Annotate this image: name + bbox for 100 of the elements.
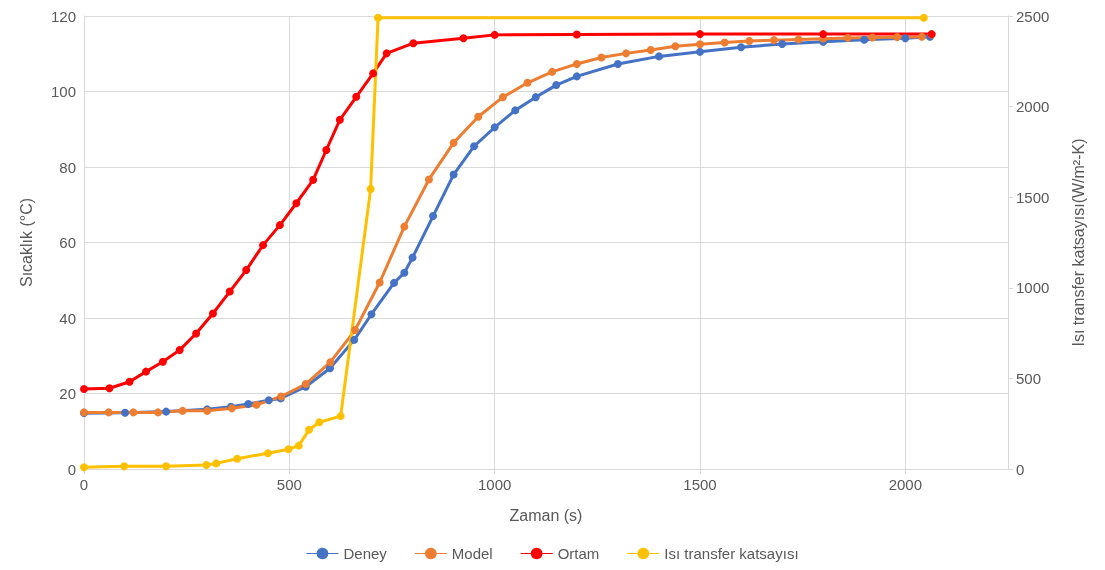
point — [696, 30, 704, 39]
legend-label: Deney — [343, 545, 388, 562]
legend-label: Model — [451, 545, 493, 562]
point — [794, 35, 803, 44]
point — [498, 93, 507, 102]
point — [120, 462, 129, 471]
point — [142, 367, 151, 376]
point — [264, 396, 273, 405]
y-tick-label: 20 — [59, 385, 76, 402]
point — [233, 454, 242, 463]
point — [374, 13, 383, 22]
y-axis-title: Sıcaklık (°C) — [17, 197, 35, 288]
point — [350, 335, 359, 344]
point — [646, 45, 655, 54]
point — [335, 115, 344, 124]
point — [449, 170, 458, 179]
point — [275, 221, 284, 230]
point — [470, 142, 479, 151]
point — [175, 346, 184, 355]
point — [105, 384, 114, 393]
y-tick-label: 100 — [50, 83, 76, 100]
y2-tick-label: 1000 — [1016, 279, 1050, 297]
y2-tick-label: 0 — [1016, 460, 1025, 478]
point — [654, 52, 663, 61]
point — [901, 34, 910, 43]
point — [208, 309, 217, 318]
point — [326, 358, 335, 367]
y2-tick-label: 2000 — [1016, 98, 1050, 116]
point — [162, 407, 171, 416]
point — [309, 175, 318, 184]
point — [737, 43, 746, 52]
y2-axis-title: Isı transfer katsayısı(W/m²-K) — [1069, 138, 1087, 347]
point — [305, 425, 314, 434]
point — [336, 412, 345, 421]
point — [613, 59, 622, 68]
point — [390, 278, 399, 287]
point — [212, 459, 221, 468]
y2-tick-label: 1500 — [1016, 188, 1050, 206]
point — [696, 40, 704, 49]
point — [242, 266, 251, 275]
point — [572, 30, 581, 39]
point — [919, 13, 928, 22]
point — [459, 34, 468, 43]
point — [671, 42, 680, 51]
point — [769, 36, 778, 45]
point — [80, 463, 88, 472]
y-tick-label: 80 — [59, 158, 76, 176]
point — [408, 253, 417, 262]
y2-tick-label: 2500 — [1016, 7, 1050, 25]
point — [158, 357, 167, 366]
point — [490, 30, 499, 39]
point — [409, 39, 418, 48]
x-tick-label: 0 — [79, 476, 89, 493]
point — [531, 93, 540, 102]
point — [351, 326, 360, 335]
point — [819, 30, 828, 39]
point — [153, 408, 162, 417]
point — [400, 268, 409, 277]
point — [720, 38, 729, 47]
point — [162, 462, 171, 471]
legend-label: Isı transfer katsayısı — [664, 545, 799, 562]
point — [104, 408, 113, 417]
y-tick-label: 40 — [59, 309, 76, 327]
point — [424, 175, 433, 184]
point — [778, 39, 787, 48]
point — [511, 106, 520, 115]
legend-label: Ortam — [557, 545, 600, 562]
point — [292, 199, 301, 208]
point — [315, 418, 324, 427]
point — [367, 310, 376, 319]
point — [622, 49, 631, 58]
point — [192, 329, 201, 338]
point — [263, 449, 272, 458]
point — [294, 441, 303, 450]
point — [352, 92, 361, 101]
x-tick-label: 1500 — [683, 476, 717, 493]
point — [252, 400, 261, 409]
point — [572, 72, 581, 81]
y2-tick-label: 500 — [1016, 369, 1042, 387]
point — [868, 33, 877, 42]
point — [80, 384, 88, 393]
point — [202, 461, 211, 470]
point — [917, 32, 926, 41]
point — [121, 408, 130, 417]
point — [382, 49, 391, 58]
point — [893, 33, 902, 42]
point — [429, 212, 438, 221]
point — [284, 445, 293, 454]
point — [449, 138, 458, 147]
point — [178, 406, 187, 415]
point — [490, 123, 499, 132]
point — [375, 278, 384, 287]
point — [366, 185, 375, 194]
point — [129, 408, 138, 417]
x-axis-title: Zaman (s) — [509, 506, 583, 524]
point — [552, 81, 561, 90]
x-tick-label: 2000 — [888, 476, 923, 493]
point — [523, 78, 532, 87]
point — [322, 146, 331, 155]
point — [572, 59, 581, 68]
